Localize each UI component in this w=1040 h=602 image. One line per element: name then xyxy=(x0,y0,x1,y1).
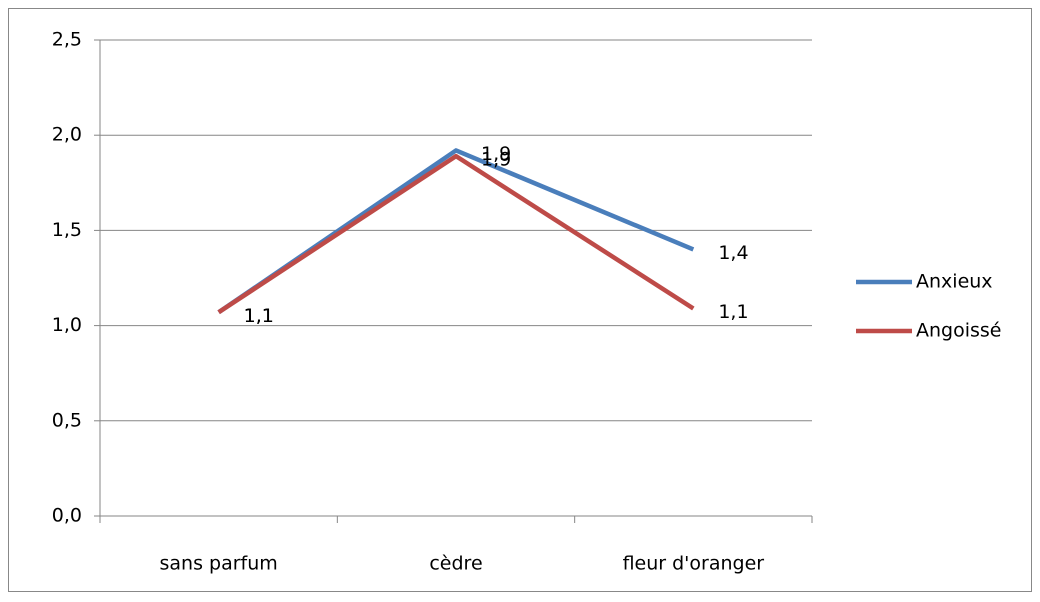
series-line xyxy=(217,153,695,315)
y-tick-label: 0,5 xyxy=(52,409,82,431)
x-tick-label: sans parfum xyxy=(160,553,278,575)
data-label: 1,1 xyxy=(244,305,274,327)
x-tick-label: fleur d'oranger xyxy=(623,553,765,575)
data-label: 1,1 xyxy=(718,301,748,323)
y-tick-label: 2,0 xyxy=(52,124,82,146)
y-tick-label: 1,5 xyxy=(52,219,82,241)
legend-label: Angoissé xyxy=(916,320,1002,342)
y-tick-label: 0,0 xyxy=(52,505,82,527)
chart-border xyxy=(8,8,1032,592)
x-tick-label: cèdre xyxy=(429,553,482,575)
data-label: 1,9 xyxy=(481,149,511,171)
y-tick-label: 1,0 xyxy=(52,314,82,336)
y-tick-label: 2,5 xyxy=(52,29,82,51)
legend-label: Anxieux xyxy=(916,271,993,293)
data-label: 1,9 xyxy=(481,143,511,165)
data-label: 1,4 xyxy=(718,242,748,264)
data-label: 1,1 xyxy=(244,305,274,327)
